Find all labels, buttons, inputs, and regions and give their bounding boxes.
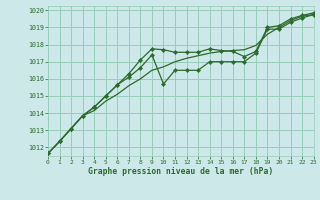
X-axis label: Graphe pression niveau de la mer (hPa): Graphe pression niveau de la mer (hPa) bbox=[88, 167, 273, 176]
